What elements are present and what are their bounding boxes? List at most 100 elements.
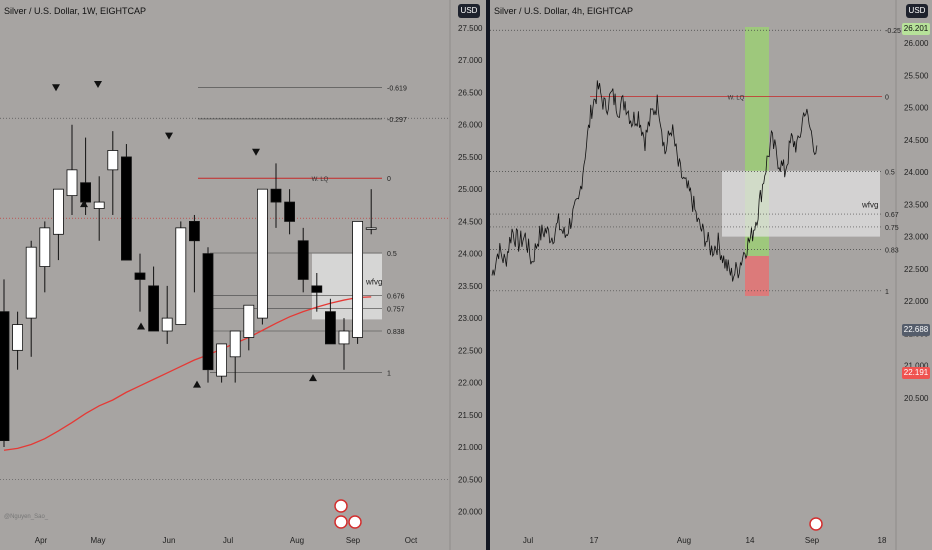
weekly-liquidity-label: W. LQ	[728, 96, 745, 102]
y-tick-label: 24.000	[904, 168, 929, 177]
candle-body	[107, 150, 119, 171]
y-tick-label: 20.500	[904, 394, 929, 403]
y-tick-label: 20.000	[458, 508, 483, 517]
author-watermark: @Nguyen_Sao_	[4, 514, 49, 520]
fib-level-label: 0.75	[885, 225, 899, 232]
y-tick-label: 24.500	[904, 136, 929, 145]
fib-level-label: 0.67	[885, 212, 899, 219]
candle-body	[161, 317, 173, 332]
fib-level-label: 1	[885, 289, 889, 296]
swing-high-marker	[165, 132, 173, 140]
price-tag-high: 26.201	[902, 23, 930, 35]
swing-high-marker	[94, 81, 102, 89]
y-tick-label: 25.500	[458, 153, 483, 162]
fib-level-label: 0.757	[387, 306, 405, 313]
candle-body	[93, 201, 105, 209]
y-tick-label: 26.500	[458, 88, 483, 97]
weekly-chart-pane[interactable]: 27.500 27.000 26.500 26.000 25.500 25.000 24.5…	[0, 0, 486, 550]
candle-body	[311, 285, 323, 293]
fvg-label: wfvg	[365, 278, 382, 287]
candle-body	[216, 343, 228, 377]
fib-level-label: -0.619	[387, 85, 407, 92]
fib-level-label: 0.83	[885, 248, 899, 255]
x-tick-label: Apr	[35, 536, 48, 545]
swing-high-marker	[252, 148, 260, 156]
candle-body	[188, 221, 200, 242]
y-tick-label: 25.500	[904, 71, 929, 80]
weekly-chart-title: Silver / U.S. Dollar, 1W, EIGHTCAP	[4, 6, 147, 16]
fvg-label: wfvg	[861, 200, 878, 209]
price-line	[491, 80, 818, 282]
candle-body	[243, 304, 255, 338]
currency-button-right[interactable]: USD	[906, 4, 928, 18]
y-tick-label: 24.500	[458, 217, 483, 226]
price-tag-current: 22.688	[902, 324, 930, 336]
swing-low-marker	[80, 200, 88, 208]
x-tick-label: 17	[590, 536, 599, 545]
y-tick-label: 23.000	[458, 314, 483, 323]
y-tick-label: 26.000	[904, 39, 929, 48]
y-tick-label: 22.000	[904, 297, 929, 306]
4h-chart-title: Silver / U.S. Dollar, 4h, EIGHTCAP	[494, 6, 634, 16]
y-tick-label: 22.500	[458, 346, 483, 355]
event-flag-icon	[809, 517, 823, 531]
candle-body	[66, 169, 78, 197]
y-tick-label: 23.500	[458, 282, 483, 291]
swing-low-marker	[193, 380, 201, 388]
candle-body	[0, 311, 10, 442]
x-tick-label: Oct	[405, 536, 418, 545]
x-tick-label: 14	[746, 536, 755, 545]
candle-body	[338, 330, 350, 345]
candle-body	[53, 188, 64, 235]
fib-level-label: 0	[387, 176, 391, 183]
candle-body	[270, 188, 282, 203]
weekly-candlestick-chart[interactable]: 27.500 27.000 26.500 26.000 25.500 25.000 24.5…	[0, 0, 486, 550]
swing-low-marker	[137, 322, 145, 330]
candle-body	[229, 330, 241, 358]
4h-chart-pane[interactable]: 26.000 25.500 25.000 24.500 24.000 23.500 23.0…	[490, 0, 932, 550]
x-tick-label: May	[90, 536, 105, 545]
candle-body	[297, 240, 309, 280]
candle-body	[202, 253, 214, 371]
fib-level-label: 1	[387, 370, 391, 377]
candle-body	[25, 246, 37, 319]
candle-body	[12, 324, 24, 351]
fib-level-label: 0.838	[387, 329, 405, 336]
currency-button[interactable]: USD	[458, 4, 480, 18]
4h-price-chart[interactable]: 26.000 25.500 25.000 24.500 24.000 23.500 23.0…	[490, 0, 932, 550]
fib-level-label: -0.25	[885, 28, 901, 35]
y-tick-label: 27.500	[458, 24, 483, 33]
y-tick-label: 21.500	[458, 411, 483, 420]
y-tick-label: 21.000	[458, 443, 483, 452]
y-tick-label: 22.500	[904, 265, 929, 274]
fib-level-label: -0.297	[387, 117, 407, 124]
y-tick-label: 25.000	[904, 104, 929, 113]
x-tick-label: Sep	[805, 536, 820, 545]
candle-body	[256, 188, 268, 319]
y-tick-label: 26.000	[458, 121, 483, 130]
candle-body	[352, 221, 364, 338]
y-tick-label: 25.000	[458, 185, 483, 194]
candle-body	[134, 272, 146, 280]
swing-low-marker	[309, 374, 317, 382]
y-tick-label: 24.000	[458, 250, 483, 259]
y-tick-label: 22.000	[458, 379, 483, 388]
candle-body	[121, 156, 132, 261]
x-tick-label: Sep	[346, 536, 361, 545]
event-flag-icon	[348, 515, 362, 529]
swing-high-marker	[52, 84, 60, 92]
y-tick-label: 23.500	[904, 200, 929, 209]
event-flag-icon	[334, 515, 348, 529]
fvg-zone	[722, 170, 880, 237]
event-flag-icon	[334, 499, 348, 513]
y-tick-label: 27.000	[458, 56, 483, 65]
candle-body	[175, 227, 187, 325]
pane-divider[interactable]	[486, 0, 490, 550]
fib-level-label: 0.676	[387, 294, 405, 301]
y-tick-label: 20.500	[458, 475, 483, 484]
candle-body	[39, 227, 51, 267]
moving-average-line	[3, 296, 372, 451]
fib-level-label: 0	[885, 95, 889, 102]
candle-body	[324, 311, 336, 345]
x-tick-label: Jun	[163, 536, 176, 545]
